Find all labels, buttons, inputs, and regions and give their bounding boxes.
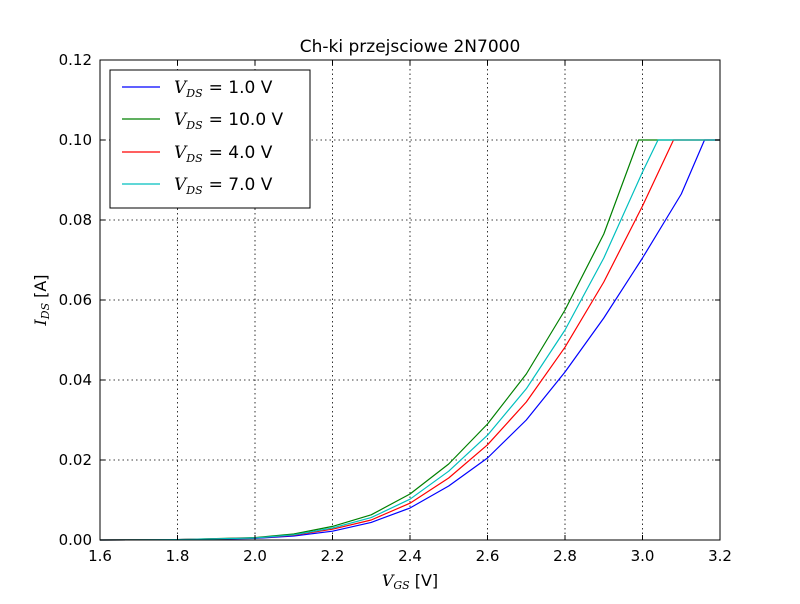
- y-axis-unit: [A]: [31, 274, 50, 297]
- legend: VDS = 1.0 V VDS = 10.0 V VDS = 4.0 V VDS = 7…: [109, 69, 311, 209]
- y-tick-label: 0.04: [59, 371, 92, 389]
- legend-entry: VDS = 4.0 V: [122, 143, 273, 165]
- x-axis-unit: [V]: [415, 571, 438, 590]
- grid: [100, 60, 720, 540]
- legend-entry: VDS = 7.0 V: [122, 175, 273, 197]
- series-line: [99, 139, 720, 541]
- y-axis-symbol: I: [31, 319, 50, 327]
- x-tick-label: 2.4: [398, 547, 422, 565]
- legend-box: [109, 69, 311, 209]
- y-axis-label: IDS [A]: [31, 274, 52, 326]
- x-tick-label: 1.8: [166, 547, 190, 565]
- y-tick-label: 0.08: [59, 211, 92, 229]
- x-axis-symbol: V: [382, 571, 395, 590]
- chart-title: Ch-ki przejsciowe 2N7000: [300, 37, 521, 57]
- x-axis-subscript: GS: [393, 579, 410, 592]
- legend-entry: VDS = 10.0 V: [122, 110, 284, 132]
- x-tick-label: 1.6: [88, 547, 112, 565]
- x-tick-label: 2.2: [321, 547, 345, 565]
- legend-label: VDS = 10.0 V: [174, 110, 284, 132]
- x-tick-label: 2.6: [476, 547, 500, 565]
- y-tick-label: 0.00: [59, 531, 92, 549]
- y-tick-label: 0.10: [59, 131, 92, 149]
- x-axis-label: VGS [V]: [382, 571, 438, 592]
- x-tick-label: 3.0: [631, 547, 655, 565]
- y-tick-label: 0.02: [59, 451, 92, 469]
- x-tick-label: 3.2: [708, 547, 732, 565]
- axis-ticks: 1.6 1.8 2.0 2.2 2.4 2.6 2.8 3.0 3.2 0.00 0.02 0.04 0…: [59, 51, 732, 565]
- legend-label: VDS = 1.0 V: [174, 78, 273, 100]
- series-lines: [99, 139, 720, 541]
- x-tick-label: 2.8: [553, 547, 577, 565]
- y-axis-subscript: DS: [39, 302, 52, 320]
- legend-label: VDS = 7.0 V: [174, 175, 273, 197]
- legend-entry: VDS = 1.0 V: [122, 78, 273, 100]
- x-tick-label: 2.0: [243, 547, 267, 565]
- legend-label: VDS = 4.0 V: [174, 143, 273, 165]
- y-tick-label: 0.06: [59, 291, 92, 309]
- y-tick-label: 0.12: [59, 51, 92, 69]
